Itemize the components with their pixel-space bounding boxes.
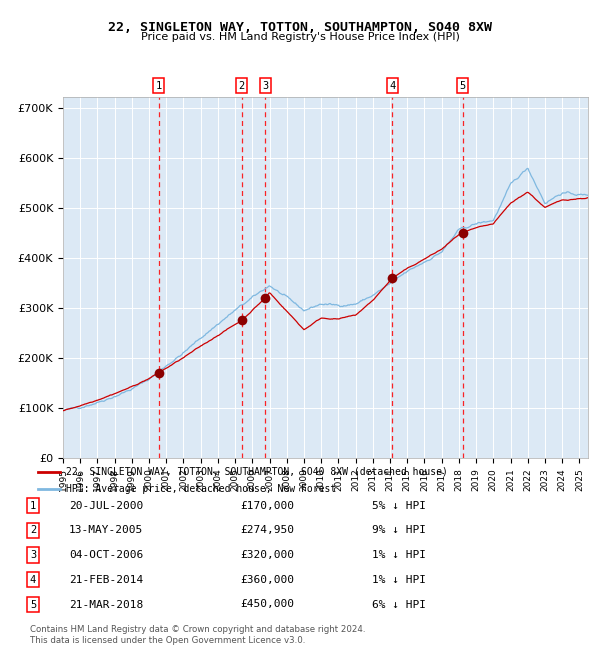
Text: HPI: Average price, detached house, New Forest: HPI: Average price, detached house, New … [66, 484, 336, 495]
Text: 5: 5 [30, 599, 36, 610]
Text: Contains HM Land Registry data © Crown copyright and database right 2024.
This d: Contains HM Land Registry data © Crown c… [30, 625, 365, 645]
Text: 20-JUL-2000: 20-JUL-2000 [69, 500, 143, 511]
Text: 9% ↓ HPI: 9% ↓ HPI [372, 525, 426, 536]
Text: £450,000: £450,000 [240, 599, 294, 610]
Text: 6% ↓ HPI: 6% ↓ HPI [372, 599, 426, 610]
Text: 04-OCT-2006: 04-OCT-2006 [69, 550, 143, 560]
Text: 2: 2 [30, 525, 36, 536]
Text: 5: 5 [460, 81, 466, 91]
Text: 21-FEB-2014: 21-FEB-2014 [69, 575, 143, 585]
Text: £320,000: £320,000 [240, 550, 294, 560]
Text: 4: 4 [389, 81, 395, 91]
Text: 5% ↓ HPI: 5% ↓ HPI [372, 500, 426, 511]
Text: 22, SINGLETON WAY, TOTTON, SOUTHAMPTON, SO40 8XW: 22, SINGLETON WAY, TOTTON, SOUTHAMPTON, … [108, 21, 492, 34]
Text: 22, SINGLETON WAY, TOTTON, SOUTHAMPTON, SO40 8XW (detached house): 22, SINGLETON WAY, TOTTON, SOUTHAMPTON, … [66, 467, 448, 476]
Text: 1: 1 [30, 500, 36, 511]
Text: £360,000: £360,000 [240, 575, 294, 585]
Text: 21-MAR-2018: 21-MAR-2018 [69, 599, 143, 610]
Text: £274,950: £274,950 [240, 525, 294, 536]
Text: 1% ↓ HPI: 1% ↓ HPI [372, 550, 426, 560]
Text: 1% ↓ HPI: 1% ↓ HPI [372, 575, 426, 585]
Text: 3: 3 [30, 550, 36, 560]
Text: 1: 1 [155, 81, 161, 91]
Text: 3: 3 [262, 81, 268, 91]
Text: 13-MAY-2005: 13-MAY-2005 [69, 525, 143, 536]
Text: £170,000: £170,000 [240, 500, 294, 511]
Text: 2: 2 [238, 81, 245, 91]
Text: 4: 4 [30, 575, 36, 585]
Text: Price paid vs. HM Land Registry's House Price Index (HPI): Price paid vs. HM Land Registry's House … [140, 32, 460, 42]
